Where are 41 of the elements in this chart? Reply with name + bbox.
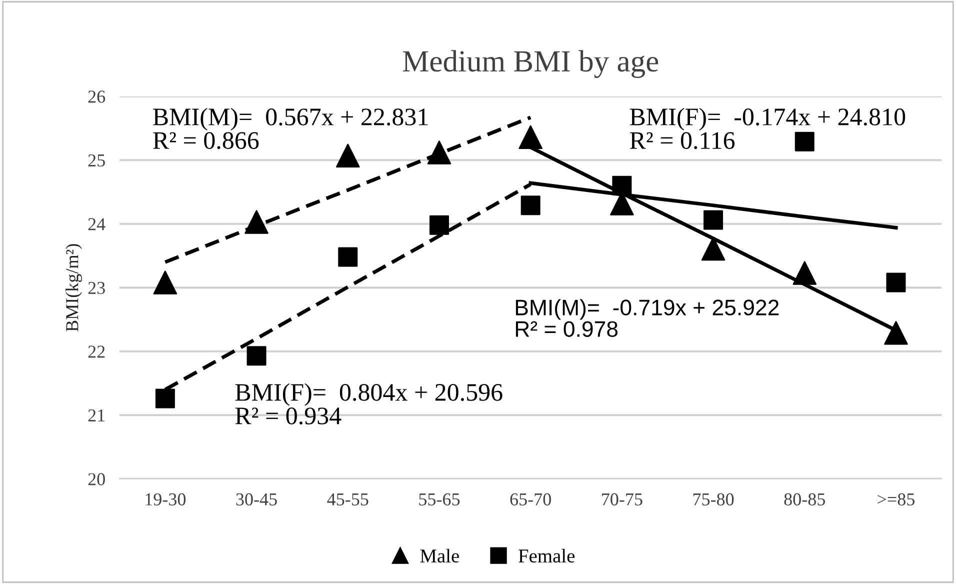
point [338,247,358,267]
point [794,132,814,152]
y-tick-label: 21 [88,409,105,422]
point [155,388,175,408]
x-tick-label: 30-45 [236,493,277,506]
point [884,320,908,345]
x-tick-label: 19-30 [146,493,186,506]
point [427,140,452,164]
point [336,144,360,168]
point [704,210,724,230]
x-tick-label: 80-85 [784,493,825,506]
x-tick-label: 45-55 [327,493,368,506]
annotation: BMI(F)= -0.174x + 24.810 R² = 0.116 [630,108,906,150]
point [429,215,449,235]
y-tick-label: 20 [88,473,105,486]
x-tick-label: >=85 [878,493,914,506]
point [518,125,542,150]
x-tick-label: 75-80 [693,493,734,506]
point [612,176,632,196]
y-axis-title: BMI(kg/m²) [66,244,82,332]
y-tick-label: 23 [88,282,105,294]
point [246,346,266,366]
point [244,210,268,234]
y-tick-label: 24 [88,218,106,230]
x-tick-label: 65-70 [510,493,551,506]
y-tick-label: 26 [88,90,106,103]
legend-label: Female [518,548,575,563]
point [792,261,817,285]
x-tick-label: 70-75 [602,493,642,506]
point [520,196,540,216]
y-tick-label: 22 [88,346,105,358]
x-tick-label: 55-65 [419,493,460,506]
annotation: BMI(F)= 0.804x + 20.596 R² = 0.934 [235,383,502,424]
y-tick-label: 25 [88,154,105,167]
annotation: BMI(M)= -0.719x + 25.922 R² = 0.978 [516,299,779,337]
point [701,236,726,261]
chart-title: Medium BMI by age [402,50,658,78]
annotation: BMI(M)= 0.567x + 22.831 R² = 0.866 [153,108,428,150]
point [886,272,906,292]
legend-label: Male [420,548,459,563]
point [153,270,178,294]
